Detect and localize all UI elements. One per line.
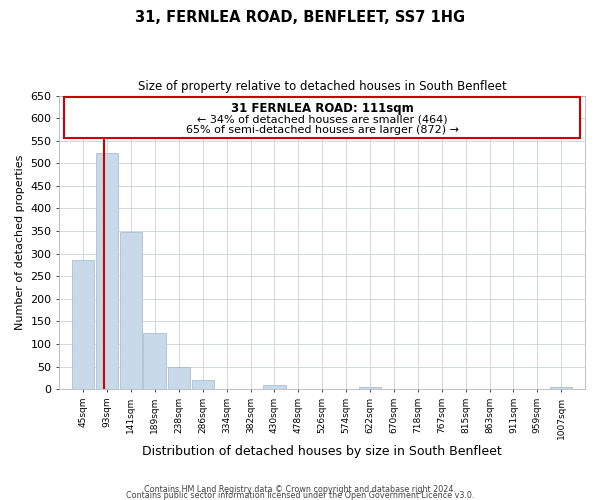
X-axis label: Distribution of detached houses by size in South Benfleet: Distribution of detached houses by size … (142, 444, 502, 458)
FancyBboxPatch shape (64, 97, 580, 138)
Y-axis label: Number of detached properties: Number of detached properties (15, 154, 25, 330)
Bar (72, 260, 94, 389)
Text: Contains HM Land Registry data © Crown copyright and database right 2024.: Contains HM Land Registry data © Crown c… (144, 484, 456, 494)
Text: 31, FERNLEA ROAD, BENFLEET, SS7 1HG: 31, FERNLEA ROAD, BENFLEET, SS7 1HG (135, 10, 465, 25)
Text: ← 34% of detached houses are smaller (464): ← 34% of detached houses are smaller (46… (197, 114, 448, 124)
Bar (263, 384, 286, 389)
Text: 31 FERNLEA ROAD: 111sqm: 31 FERNLEA ROAD: 111sqm (231, 102, 413, 115)
Bar (359, 388, 381, 389)
Text: 65% of semi-detached houses are larger (872) →: 65% of semi-detached houses are larger (… (185, 125, 458, 135)
Title: Size of property relative to detached houses in South Benfleet: Size of property relative to detached ho… (138, 80, 506, 93)
Text: Contains public sector information licensed under the Open Government Licence v3: Contains public sector information licen… (126, 490, 474, 500)
Bar (168, 367, 190, 389)
Bar (143, 332, 166, 389)
Bar (119, 232, 142, 389)
Bar (191, 380, 214, 389)
Bar (550, 388, 572, 389)
Bar (95, 153, 118, 389)
